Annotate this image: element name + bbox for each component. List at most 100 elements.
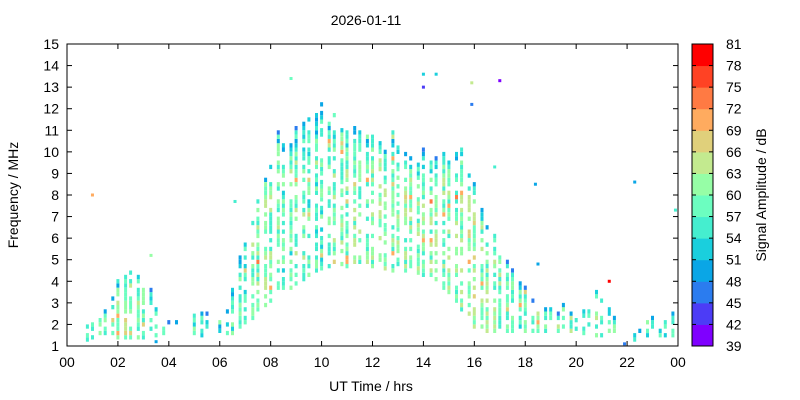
data-cell <box>289 199 293 204</box>
data-cell <box>315 117 318 122</box>
data-cell <box>129 309 133 314</box>
data-cell <box>531 315 535 321</box>
data-cell <box>587 309 591 314</box>
data-cell <box>302 195 306 200</box>
data-cell <box>442 264 446 269</box>
data-cell <box>238 315 242 321</box>
data-cell <box>315 138 318 144</box>
data-cell <box>91 326 94 331</box>
data-cell <box>281 169 285 174</box>
data-cell <box>404 195 408 200</box>
data-cell <box>409 169 413 174</box>
data-cell <box>276 281 280 286</box>
data-cell <box>493 272 497 277</box>
data-cell <box>315 173 318 178</box>
data-cell <box>294 199 298 204</box>
data-cell <box>238 277 242 282</box>
data-cell <box>327 216 331 221</box>
data-cell <box>264 277 268 282</box>
x-tick-label: 14 <box>416 354 432 370</box>
data-cell <box>162 326 166 331</box>
data-cell <box>315 268 318 273</box>
data-cell <box>460 207 464 213</box>
data-cell <box>447 212 451 217</box>
data-cell <box>582 309 586 314</box>
data-cell <box>251 277 255 282</box>
data-cell <box>396 244 400 249</box>
data-cell <box>238 285 242 290</box>
data-cell <box>332 216 336 221</box>
data-cell <box>103 313 107 318</box>
data-cell <box>371 216 374 221</box>
data-cell <box>485 225 489 230</box>
data-cell <box>472 255 476 260</box>
data-cells <box>85 72 677 346</box>
data-cell <box>455 251 458 256</box>
data-cell <box>307 259 311 264</box>
data-point <box>533 182 537 186</box>
data-cell <box>434 233 438 239</box>
data-cell <box>460 238 464 243</box>
data-cell <box>409 207 413 213</box>
data-cell <box>218 320 222 325</box>
data-cell <box>467 238 471 243</box>
colorbar-tick-label: 45 <box>726 295 742 311</box>
data-cell <box>124 305 128 310</box>
data-cell <box>472 182 476 187</box>
x-tick-label: 06 <box>212 354 228 370</box>
data-cell <box>505 307 509 312</box>
data-cell <box>129 270 133 275</box>
data-cell <box>409 177 413 182</box>
data-cell <box>294 264 298 269</box>
data-cell <box>162 330 166 336</box>
data-cell <box>320 179 324 185</box>
x-tick-label: 02 <box>110 354 126 370</box>
colorbar-tick-label: 54 <box>726 230 742 246</box>
data-cell <box>442 272 446 277</box>
data-cell <box>409 190 413 195</box>
data-cell <box>340 145 344 150</box>
data-cell <box>404 164 408 170</box>
data-cell <box>200 315 204 321</box>
data-cell <box>340 205 344 211</box>
data-cell <box>289 272 293 277</box>
data-cell <box>340 227 344 232</box>
data-cell <box>383 154 387 159</box>
data-cell <box>498 259 502 264</box>
data-cell <box>396 192 400 198</box>
data-cell <box>442 268 446 273</box>
data-cell <box>238 324 242 329</box>
data-cell <box>523 324 527 329</box>
data-cell <box>485 307 489 312</box>
data-cell <box>345 134 349 139</box>
data-cell <box>345 156 349 161</box>
data-cell <box>256 242 260 247</box>
data-cell <box>421 251 425 256</box>
colorbar-tick-label: 60 <box>726 187 742 203</box>
data-cell <box>556 324 560 329</box>
data-cell <box>294 160 298 165</box>
data-cell <box>485 281 489 286</box>
data-cell <box>582 330 586 336</box>
data-cell <box>302 164 306 170</box>
data-cell <box>569 328 573 333</box>
data-cell <box>421 259 425 264</box>
data-cell <box>404 259 408 264</box>
data-cell <box>460 225 464 230</box>
data-cell <box>302 190 306 195</box>
data-cell <box>332 259 336 264</box>
data-cell <box>116 287 120 293</box>
data-cell <box>315 177 318 182</box>
data-cell <box>294 207 298 213</box>
data-cell <box>467 199 471 204</box>
data-cell <box>383 201 387 206</box>
data-cell <box>353 242 357 247</box>
data-cell <box>136 287 140 293</box>
data-cell <box>231 296 234 301</box>
data-cell <box>307 156 311 161</box>
data-cell <box>429 229 433 234</box>
data-cell <box>434 238 438 243</box>
data-cell <box>472 311 476 316</box>
